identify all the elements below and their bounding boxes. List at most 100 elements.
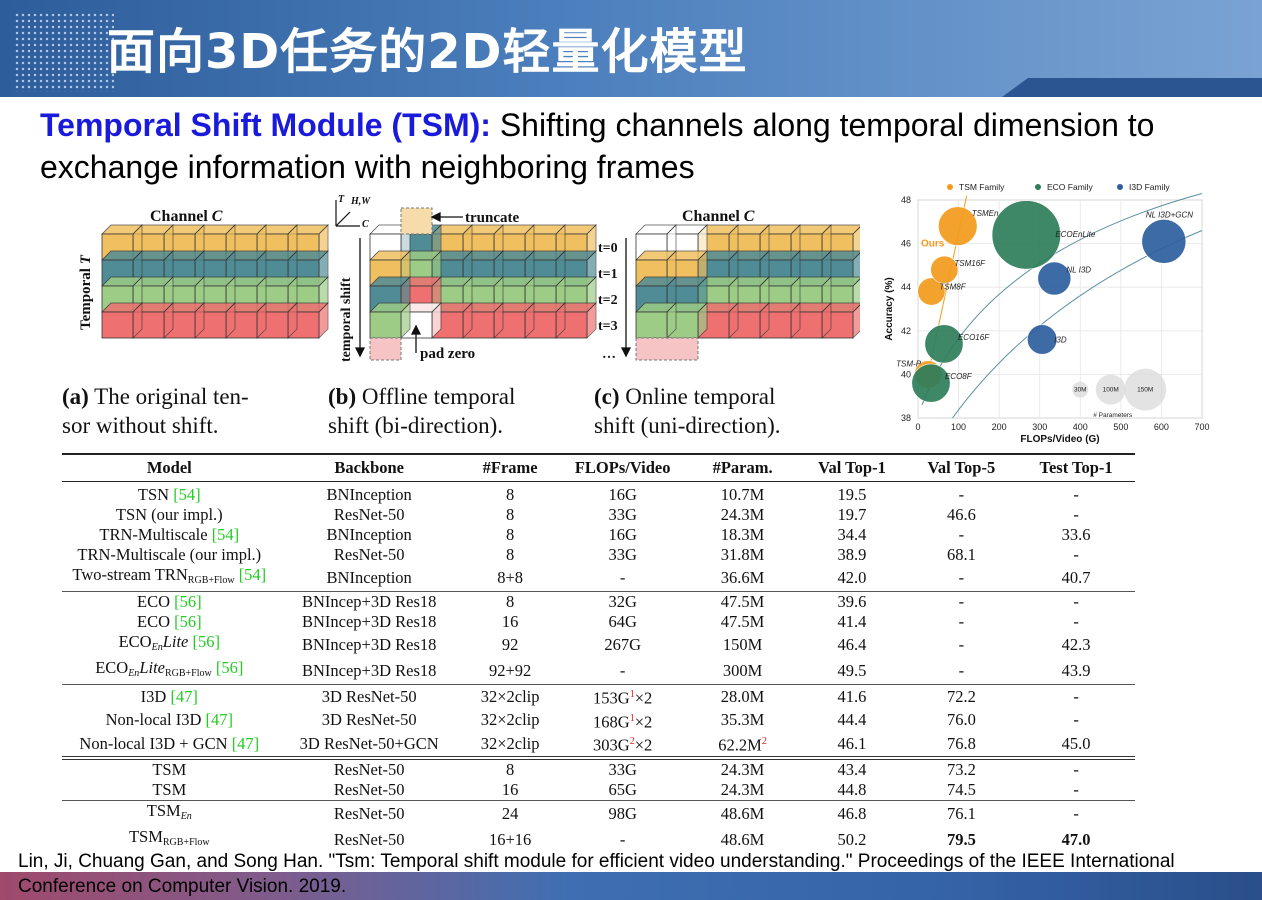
citation-link[interactable]: [54] (211, 525, 240, 544)
table-row: TSM ResNet-50 16 65G 24.3M 44.8 74.5 - (62, 780, 1135, 801)
scatter-point (991, 200, 1061, 270)
citation-link[interactable]: [47] (170, 686, 198, 706)
model-name: ECOEnLite (95, 658, 165, 679)
table-row: I3D [47] 3D ResNet-50 32×2clip 153G1×2 28.0M… (62, 684, 1135, 709)
model-cell: TSM (62, 755, 277, 780)
model-cell: ECO [56] (62, 612, 277, 632)
x-axis-label: FLOPs/Video (G) (1020, 434, 1099, 445)
scatter-point (1037, 261, 1072, 296)
model-cell: I3D [47] (62, 684, 277, 709)
citation-link[interactable]: [47] (205, 710, 233, 730)
table-cell: 28.0M (686, 684, 799, 709)
model-cell: ECOEnLiteRGB+Flow [56] (62, 658, 277, 685)
table-cell: 48.6M (720, 829, 765, 849)
x-tick-label: 300 (1032, 422, 1047, 432)
size-legend: 30M 100M 150M # Parameters (1072, 368, 1167, 419)
scatter-point-label: TSM-P (896, 359, 922, 368)
table-cell: - (1017, 755, 1135, 780)
table-cell: - (1073, 545, 1079, 564)
table-cell: 45.0 (1061, 733, 1091, 753)
citation-link[interactable]: [56] (215, 658, 244, 677)
table-cell: - (1073, 612, 1079, 631)
table-cell: - (1017, 591, 1135, 612)
scatter-point (1027, 324, 1058, 355)
column-header: #Param. (686, 453, 799, 482)
tensor-diagrams: Channel C Temporal T truncate temporal s… (78, 194, 863, 362)
column-header: Backbone (276, 453, 462, 482)
table-cell: - (958, 661, 965, 680)
time-label: t=3 (598, 319, 618, 334)
citation-link[interactable]: [56] (174, 592, 202, 611)
table-cell: 65G (608, 779, 637, 799)
legend-marker (1117, 184, 1123, 190)
channel-label-a: Channel C (150, 208, 223, 225)
table-cell: - (619, 568, 626, 587)
heading-bold-term: Temporal Shift Module (TSM): (40, 107, 491, 143)
size-legend-label: 150M (1137, 387, 1153, 394)
x-tick-label: 0 (915, 422, 920, 432)
model-cell: Non-local I3D + GCN [47] (62, 732, 277, 758)
table-cell: BNInception (326, 485, 412, 504)
truncated-cell (400, 207, 433, 235)
citation-link[interactable]: [47] (231, 733, 260, 753)
chart-legend: TSM Family ECO Family I3D Family (947, 182, 1170, 192)
table-cell: - (905, 591, 1018, 612)
table-cell: 8 (461, 591, 559, 612)
tsm-shift-figure: Channel C Temporal T truncate temporal s… (60, 190, 863, 438)
table-cell: BNInception (326, 525, 412, 544)
scatter-point-label: ECO16F (958, 333, 990, 342)
time-label: t=1 (598, 267, 618, 282)
model-cell: TSMEn (62, 799, 277, 827)
table-cell: 40.7 (1061, 568, 1091, 587)
pad-zero-arrow-icon (410, 324, 422, 353)
model-cell: TSMRGB+Flow (62, 827, 277, 853)
padded-cell (369, 337, 402, 361)
scatter-point (930, 255, 959, 284)
table-cell: BNIncep+3D Res18 (301, 661, 437, 680)
table-cell: 42.3 (1061, 635, 1091, 654)
citation-reference: Lin, Ji, Chuang Gan, and Song Han. "Tsm:… (18, 851, 1175, 897)
legend-label: ECO Family (1047, 182, 1094, 192)
truncate-arrow-icon (430, 211, 463, 223)
table-cell: 18.3M (720, 525, 765, 544)
citation-link[interactable]: [56] (192, 632, 221, 651)
size-legend-label: 100M (1103, 387, 1119, 394)
model-cell: ECOEnLite [56] (62, 632, 277, 658)
citation-link[interactable]: [54] (238, 565, 267, 584)
size-legend-title: # Parameters (1093, 412, 1133, 419)
tensor-cell-offline (524, 302, 566, 339)
table-cell: 33G (558, 755, 687, 780)
table-cell: 47.5M (720, 612, 765, 631)
table-row: ECOEnLiteRGB+Flow [56] BNIncep+3D Res18 92… (62, 658, 1135, 685)
table-cell: 32×2clip (480, 733, 540, 753)
table-cell: - (958, 485, 965, 504)
tensor-cell-online (759, 302, 801, 339)
table-cell: 34.4 (837, 525, 867, 544)
model-name: TSM (152, 779, 187, 799)
axis-c-label: C (362, 219, 369, 230)
model-name: Two-stream TRN (72, 565, 188, 584)
time-label: t=2 (598, 293, 618, 308)
model-cell: ECO [56] (62, 591, 277, 612)
table-cell: 24.3M (686, 755, 799, 780)
model-cell: TRN-Multiscale (our impl.) (62, 545, 277, 565)
table-cell: 32×2clip (461, 684, 559, 709)
table-cell: - (619, 829, 626, 849)
heading-description: Shifting channels along temporal dimensi… (40, 107, 1155, 185)
model-name: ECO (136, 612, 175, 631)
model-name: TSN (137, 485, 174, 504)
table-cell: 16 (501, 612, 519, 631)
tensor-cell-original (163, 302, 205, 339)
table-row: ECOEnLite [56] BNIncep+3D Res18 92 267G 150M… (62, 632, 1135, 658)
table-cell: 31.8M (720, 545, 765, 564)
size-legend-bubble (1095, 374, 1126, 405)
table-row: Non-local I3D [47] 3D ResNet-50 32×2clip 16… (62, 709, 1135, 733)
table-cell: 24 (461, 799, 559, 827)
citation-link[interactable]: [54] (173, 485, 201, 504)
table-cell: 8+8 (497, 568, 524, 587)
slide-heading: Temporal Shift Module (TSM): Shifting ch… (40, 104, 1250, 188)
citation-link[interactable]: [56] (174, 612, 202, 631)
caption-b: (b) Offline temporal shift (bi-direction)… (328, 384, 516, 438)
table-cell: 68.1 (946, 545, 976, 564)
table-cell: 46.8 (798, 799, 906, 827)
